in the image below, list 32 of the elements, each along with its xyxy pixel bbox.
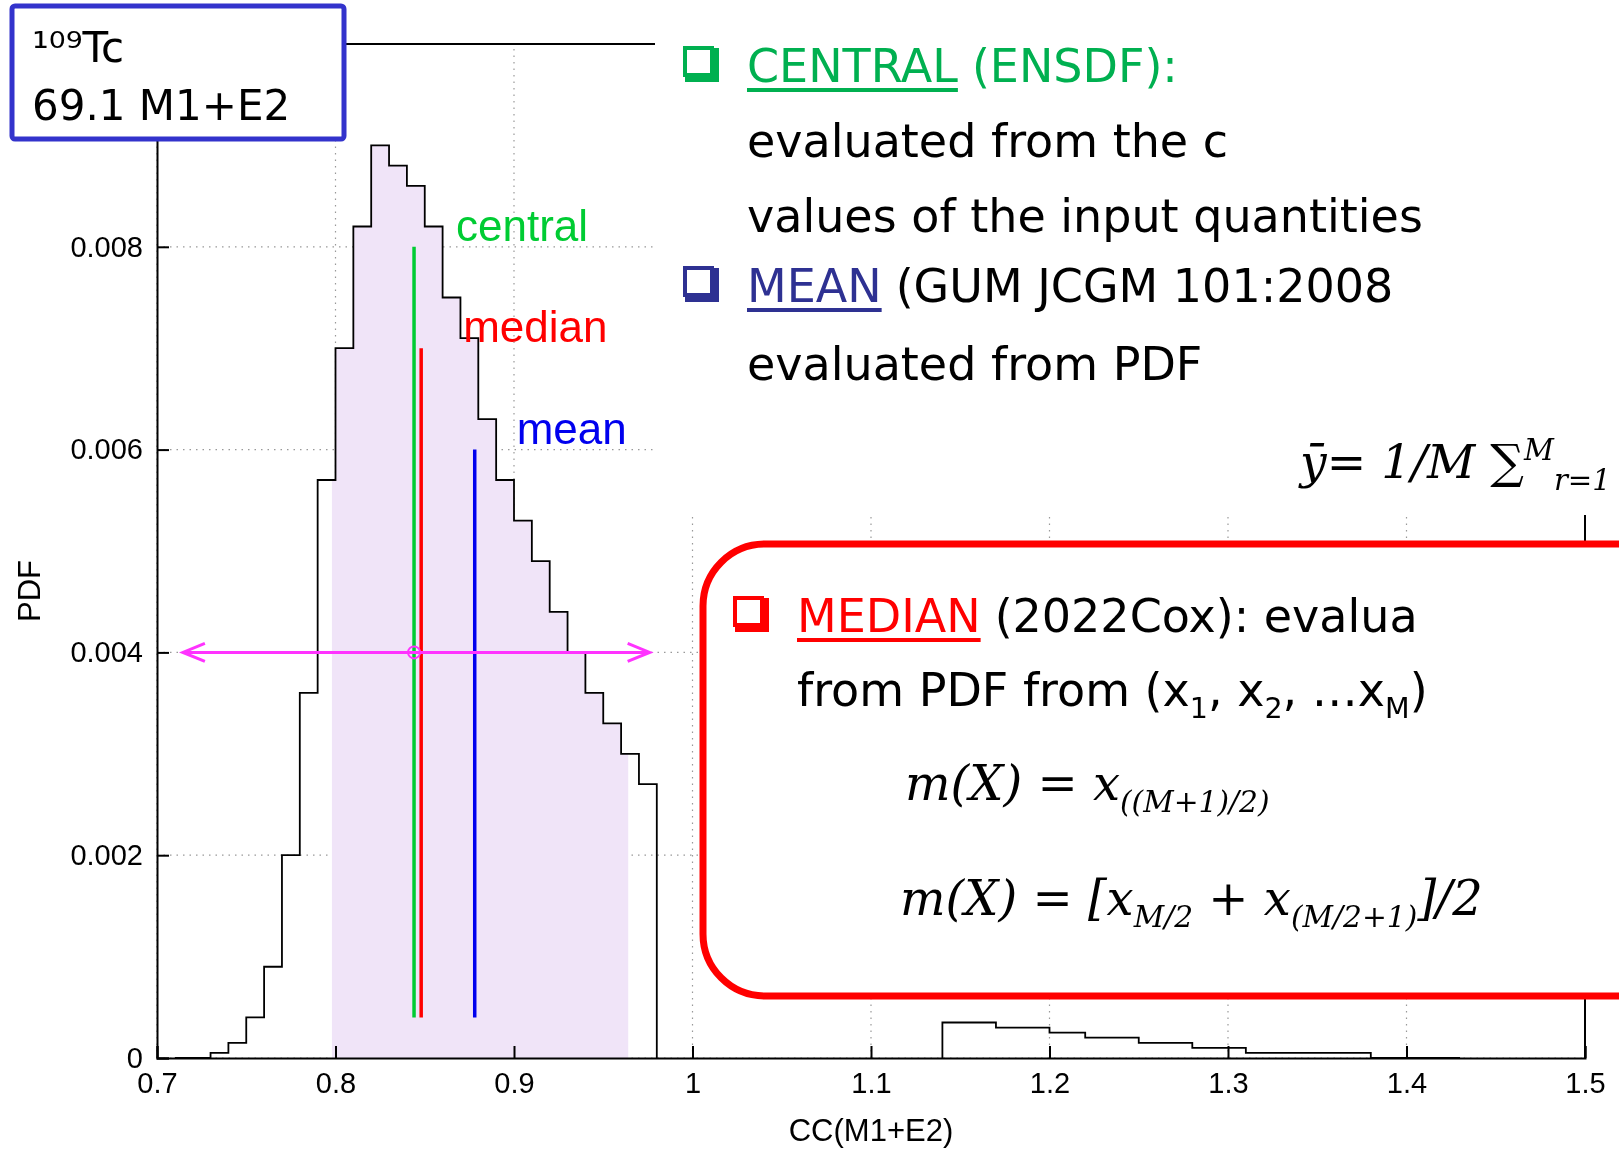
y-tick-label: 0.008 [70, 230, 143, 263]
x-axis-title: CC(M1+E2) [788, 1113, 954, 1148]
x-tick-label: 1.3 [1208, 1066, 1249, 1099]
series-label: mean [516, 403, 627, 453]
y-tick-label: 0.002 [70, 838, 143, 871]
annotation: values of the input quantities [747, 189, 1423, 243]
x-tick-label: 0.8 [315, 1066, 357, 1099]
y-axis-title: PDF [12, 560, 47, 622]
annotation: CENTRAL [747, 39, 959, 93]
annotation: m(X) = [x$_{M/2}$ + x$_{(M/2+1)}$]/2 [900, 870, 1483, 934]
x-tick-label: 0.9 [494, 1066, 535, 1099]
x-tick-label: 1.5 [1565, 1066, 1606, 1099]
annotation: m(X) = x$_{((M+1)/2)}$ [905, 755, 1270, 819]
annotation: MEAN [747, 259, 882, 313]
series-label: central [456, 200, 589, 250]
annotation: (GUM JCGM 101:2008 [895, 259, 1394, 313]
y-tick-label: 0 [126, 1041, 143, 1074]
x-tick-label: 1.2 [1029, 1066, 1071, 1099]
text: 69.1 M1+E2 [32, 81, 291, 130]
annotation: evaluated from PDF [747, 337, 1203, 391]
x-tick-label: 1.4 [1386, 1066, 1428, 1099]
annotation: (2022Cox): evalua [994, 589, 1418, 643]
series-label: median [463, 302, 608, 352]
annotation: (ENSDF): [971, 39, 1178, 93]
y-tick-label: 0.006 [70, 433, 143, 466]
y-tick-label: 0.004 [70, 636, 143, 669]
annotation: evaluated from the c [747, 114, 1229, 168]
annotation: MEDIAN [797, 589, 981, 643]
annotation: from PDF from (x$_{1}$, x$_{2}$, …x$_{M}$) [797, 663, 1428, 725]
x-tick-label: 1.1 [851, 1066, 892, 1099]
chart-title: ¹⁰⁹Tc [32, 23, 125, 72]
x-tick-label: 1 [684, 1066, 702, 1099]
